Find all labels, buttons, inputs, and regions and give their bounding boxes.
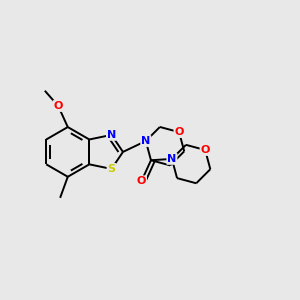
- Text: O: O: [137, 176, 146, 186]
- Text: S: S: [107, 164, 116, 174]
- Text: N: N: [141, 136, 150, 146]
- Text: N: N: [107, 130, 116, 140]
- Text: O: O: [200, 145, 210, 155]
- Text: O: O: [174, 127, 184, 137]
- Text: N: N: [167, 154, 176, 164]
- Text: O: O: [53, 101, 63, 111]
